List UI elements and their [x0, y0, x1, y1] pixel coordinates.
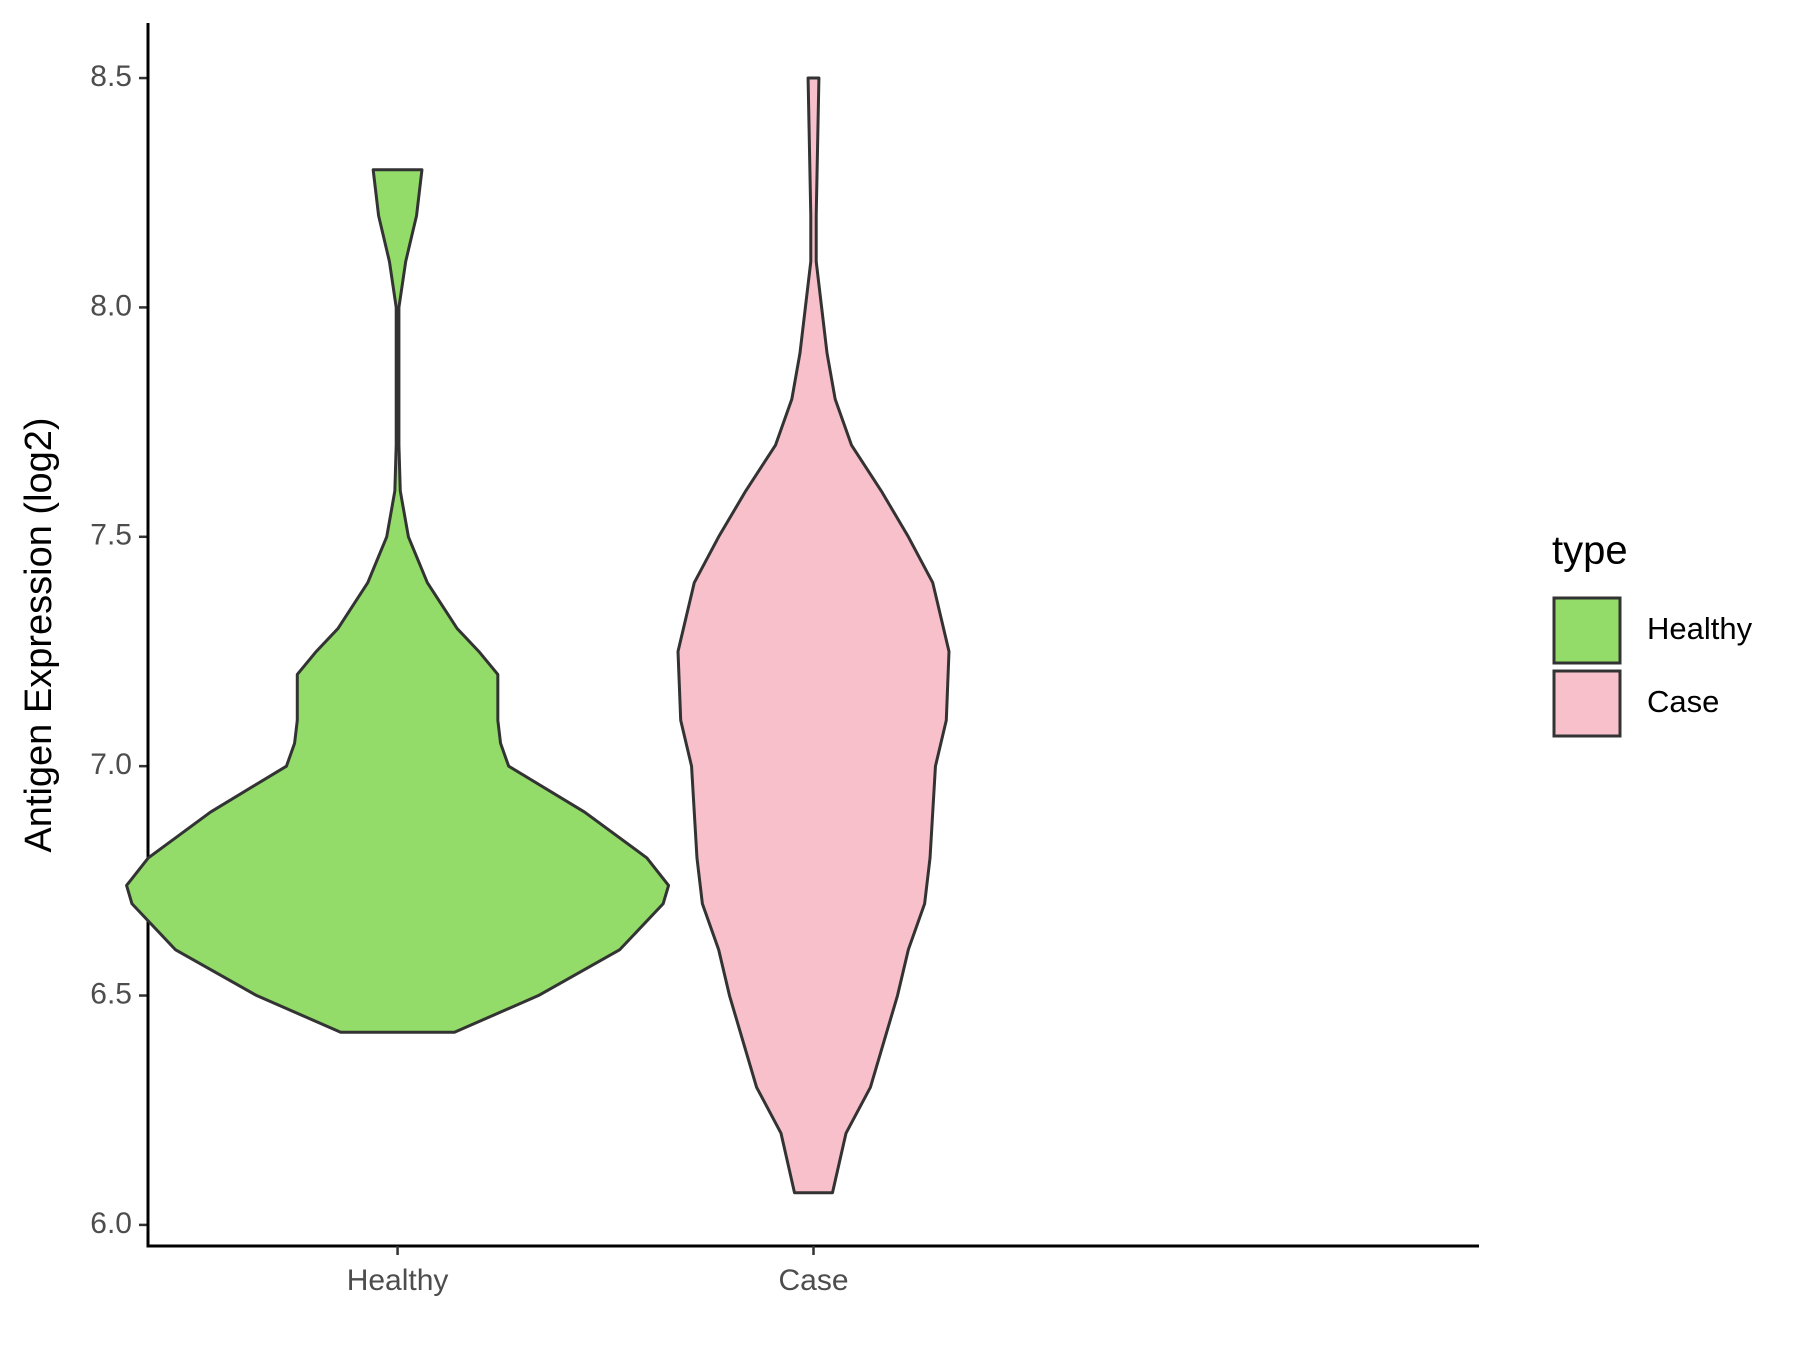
violin [125, 168, 671, 1034]
y-axis-title: Antigen Expression (log2) [18, 417, 60, 852]
legend-label: Case [1647, 684, 1719, 719]
y-tick-label: 7.5 [90, 519, 132, 552]
y-tick-label: 8.5 [90, 60, 132, 93]
y-tick-label: 7.0 [90, 748, 132, 781]
y-tick-label: 8.0 [90, 289, 132, 322]
y-tick-label: 6.5 [90, 977, 132, 1010]
legend-key [1552, 669, 1622, 738]
legend-label: Healthy [1647, 611, 1753, 646]
x-tick-label: Case [778, 1264, 848, 1297]
violin [676, 76, 951, 1195]
y-tick-label: 6.0 [90, 1207, 132, 1240]
x-tick-label: Healthy [347, 1264, 449, 1297]
legend-title: type [1552, 529, 1628, 573]
legend-key [1552, 596, 1622, 665]
